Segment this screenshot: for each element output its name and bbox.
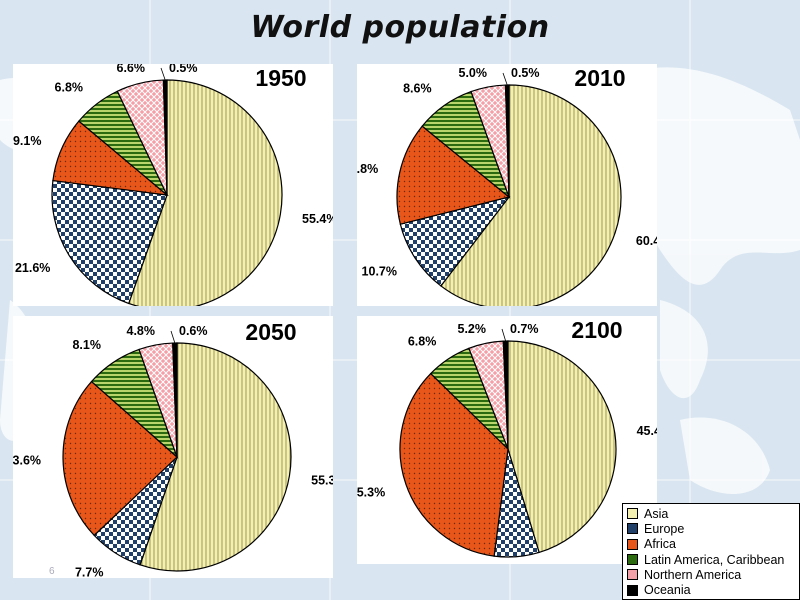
- pie-title-2050: 2050: [245, 319, 296, 345]
- legend-label-northern-america: Northern America: [644, 567, 742, 582]
- pie-slice-asia-2050: [139, 342, 292, 572]
- data-label-northern-america-2010: 5.0%: [459, 66, 488, 80]
- legend-item-asia: Asia: [627, 506, 799, 521]
- data-label-africa-2100: 35.3%: [357, 486, 385, 500]
- label-leader-line: [170, 330, 176, 344]
- pie-title-2010: 2010: [574, 65, 625, 91]
- data-label-africa-2050: 23.6%: [13, 453, 41, 467]
- legend-item-africa: Africa: [627, 537, 799, 552]
- pie-chart-1950: 1950 55.4% 21.6% 9.1% 6.8% 6.6% 0.5%: [13, 64, 333, 306]
- data-label-asia-2050: 55.3%: [311, 473, 333, 487]
- data-label-asia-2010: 60.4%: [636, 234, 657, 248]
- label-leader-line: [160, 67, 166, 81]
- chart-legend: Asia Europe Africa Latin America, Caribb…: [622, 503, 800, 600]
- data-label-northern-america-2050: 4.8%: [127, 324, 156, 338]
- label-leader-line: [502, 72, 508, 86]
- data-label-oceania-2100: 0.7%: [510, 322, 539, 336]
- legend-item-oceania: Oceania: [627, 582, 799, 597]
- pie-slice-asia-2100: [507, 340, 617, 554]
- data-label-europe-1950: 21.6%: [15, 261, 50, 275]
- legend-label-africa: Africa: [644, 537, 676, 552]
- data-label-asia-1950: 55.4%: [302, 212, 333, 226]
- data-label-oceania-2050: 0.6%: [179, 324, 208, 338]
- data-label-oceania-1950: 0.5%: [169, 64, 198, 75]
- pie-slice-africa-2010: [396, 125, 511, 225]
- legend-label-europe: Europe: [644, 521, 685, 536]
- pie-chart-2010: 2010 60.4% 10.7% 14.8% 8.6% 5.0% 0.5%: [357, 65, 657, 306]
- data-label-europe-2050: 7.7%: [75, 565, 104, 578]
- legend-item-latin-america: Latin America, Caribbean: [627, 552, 799, 567]
- page-title: World population: [250, 10, 550, 45]
- pie-slice-oceania-1950: [162, 79, 168, 196]
- pie-slice-africa-2100: [399, 372, 509, 557]
- pie-slice-oceania-2050: [172, 342, 178, 458]
- legend-label-asia: Asia: [644, 506, 669, 521]
- data-label-oceania-2010: 0.5%: [511, 66, 540, 80]
- chart-panel-2050: 2050 55.3% 7.7% 23.6% 8.1% 4.8% 0.6%: [13, 316, 333, 578]
- legend-swatch-oceania: [627, 584, 638, 596]
- legend-item-northern-america: Northern America: [627, 567, 799, 582]
- data-label-northern-america-1950: 6.6%: [117, 64, 146, 75]
- slide-number: 6: [49, 566, 55, 577]
- data-label-africa-2010: 14.8%: [357, 162, 378, 176]
- data-label-latin-america-2050: 8.1%: [72, 338, 101, 352]
- pie-slice-asia-2010: [440, 84, 622, 306]
- pie-title-1950: 1950: [255, 65, 306, 91]
- legend-swatch-asia: [627, 508, 638, 520]
- data-label-latin-america-2010: 8.6%: [403, 82, 432, 96]
- legend-swatch-europe: [627, 523, 638, 535]
- chart-panel-1950: 1950 55.4% 21.6% 9.1% 6.8% 6.6% 0.5%: [13, 64, 333, 306]
- legend-swatch-latin-america: [627, 554, 638, 566]
- pie-slice-europe-2010: [399, 196, 511, 287]
- data-label-africa-1950: 9.1%: [13, 134, 41, 148]
- legend-label-oceania: Oceania: [644, 583, 691, 598]
- legend-item-europe: Europe: [627, 521, 799, 536]
- pie-chart-2050: 2050 55.3% 7.7% 23.6% 8.1% 4.8% 0.6%: [13, 319, 333, 578]
- pie-slice-oceania-2010: [504, 84, 510, 198]
- data-label-europe-2010: 10.7%: [362, 265, 397, 279]
- pie-slice-africa-2050: [62, 380, 178, 537]
- chart-panel-2010: 2010 60.4% 10.7% 14.8% 8.6% 5.0% 0.5%: [357, 64, 657, 306]
- data-label-northern-america-2100: 5.2%: [458, 322, 487, 336]
- pie-slice-europe-1950: [51, 179, 168, 305]
- label-leader-line: [501, 328, 507, 342]
- data-label-latin-america-1950: 6.8%: [55, 81, 84, 95]
- legend-swatch-northern-america: [627, 569, 638, 581]
- data-label-asia-2100: 45.4%: [637, 424, 657, 438]
- pie-title-2100: 2100: [571, 317, 622, 343]
- data-label-latin-america-2100: 6.8%: [408, 335, 437, 349]
- legend-label-latin-america: Latin America, Caribbean: [644, 552, 785, 567]
- legend-swatch-africa: [627, 538, 638, 550]
